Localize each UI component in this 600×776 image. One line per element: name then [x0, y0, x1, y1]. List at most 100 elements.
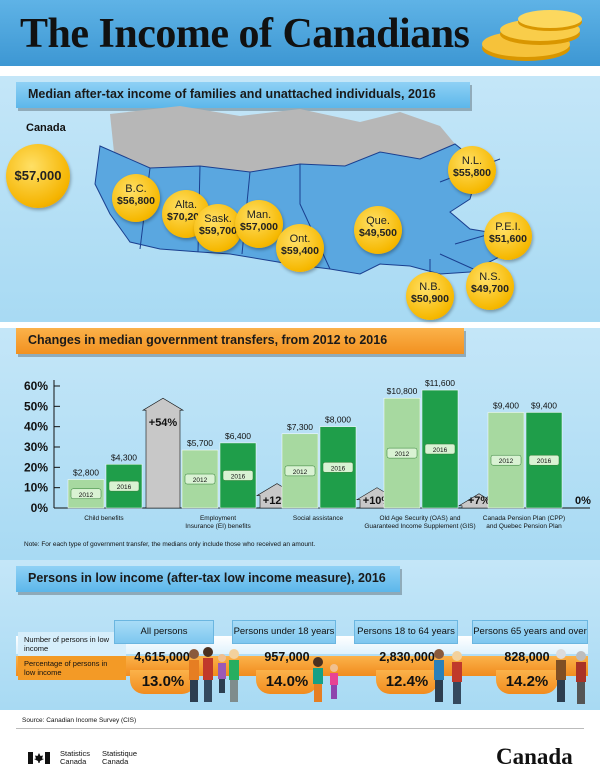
province-name: Alta.: [174, 199, 197, 211]
year-tag-2012: [386, 447, 418, 459]
section-income-title: Median after-tax income of families and …: [28, 87, 436, 101]
y-tick-label: 40%: [24, 420, 48, 434]
province-name: Sask.: [204, 213, 232, 225]
province-name: N.B.: [419, 281, 441, 293]
y-tick-label: 20%: [24, 460, 48, 474]
people-group-adults-icon: [434, 649, 462, 704]
year-tag-label: 2012: [193, 477, 208, 484]
year-tag-label: 2016: [231, 473, 246, 480]
y-tick-label: 60%: [24, 379, 48, 393]
category-label: Old Age Security (OAS) and: [380, 515, 461, 522]
year-tag-2012: [490, 454, 522, 466]
footer-divider: [16, 728, 584, 729]
year-tag-2012: [284, 465, 316, 477]
change-label: +7%: [468, 495, 491, 507]
chart-note: Note: For each type of government transf…: [24, 541, 316, 548]
bar-value-label: $11,600: [425, 378, 455, 388]
year-tag-2016: [528, 454, 560, 466]
bar-value-label: $10,800: [387, 386, 418, 396]
category-label: Guaranteed Income Supplement (GIS): [364, 523, 475, 530]
header-banner: The Income of Canadians: [0, 0, 600, 66]
section-transfers-title: Changes in median government transfers, …: [28, 333, 388, 347]
bar-value-label: $4,300: [111, 452, 137, 462]
year-tag-2016: [424, 443, 456, 455]
group-number-65-over: 828,000: [504, 650, 550, 664]
province-coin-sask: Sask. $59,700: [194, 204, 242, 252]
people-group-children-icon: [313, 657, 338, 702]
section-income-title-bar: Median after-tax income of families and …: [16, 82, 470, 108]
province-name: B.C.: [125, 183, 147, 195]
bar-value-label: $2,800: [73, 468, 99, 478]
bar-value-label: $8,000: [325, 415, 351, 425]
province-name: N.L.: [461, 155, 483, 167]
province-value: $50,900: [411, 293, 449, 305]
province-coin-bc: B.C. $56,800: [112, 174, 160, 222]
agency-name-english: Statistics Canada: [60, 749, 91, 766]
province-coin-pei: P.E.I. $51,600: [484, 212, 532, 260]
number-row-label: Number of persons in low income: [18, 632, 126, 656]
province-value: $49,500: [359, 227, 397, 239]
year-tag-2012: [70, 488, 102, 500]
group-number-18-64: 2,830,000: [379, 650, 435, 664]
gold-coins-icon: [482, 10, 582, 61]
bar-value-label: $9,400: [493, 400, 519, 410]
province-coin-man: Man. $57,000: [235, 200, 283, 248]
province-value: $59,700: [199, 225, 237, 237]
change-arrow: [141, 397, 185, 509]
category-label: and Quebec Pension Plan: [486, 523, 562, 530]
y-tick-label: 30%: [24, 440, 48, 454]
year-tag-label: 2012: [293, 469, 308, 476]
group-number-under-18: 957,000: [264, 650, 310, 664]
source-note: Source: Canadian Income Survey (CIS): [22, 717, 137, 724]
group-percent-65-over: 14.2%: [496, 670, 558, 694]
canada-flag-icon: [28, 752, 50, 764]
group-number-all: 4,615,000: [134, 650, 190, 664]
group-percent-18-64: 12.4%: [376, 670, 438, 694]
bar-value-label: $7,300: [287, 422, 313, 432]
category-label: Insurance (EI) benefits: [185, 523, 251, 530]
province-name: P.E.I.: [495, 221, 521, 233]
agency-name-french: Statistique Canada: [102, 749, 138, 766]
canada-label: Canada: [26, 122, 66, 134]
province-name: Ont.: [289, 233, 311, 245]
group-label-18-64: Persons 18 to 64 years: [354, 620, 458, 644]
year-tag-2012: [184, 473, 216, 485]
year-tag-label: 2012: [499, 458, 514, 465]
category-label: Employment: [200, 515, 236, 522]
change-label: 0%: [575, 495, 591, 507]
province-value: $51,600: [489, 233, 527, 245]
province-value: $57,000: [240, 221, 278, 233]
province-value: $56,800: [117, 195, 155, 207]
year-tag-label: 2012: [395, 451, 410, 458]
year-tag-label: 2016: [433, 447, 448, 454]
percentage-row-label: Percentage of persons in low income: [18, 656, 126, 680]
y-tick-label: 50%: [24, 399, 48, 413]
category-label: Social assistance: [293, 515, 344, 522]
change-label: +54%: [149, 417, 178, 429]
province-name: Que.: [366, 215, 390, 227]
group-percent-all: 13.0%: [130, 670, 196, 694]
y-tick-label: 0%: [31, 501, 49, 515]
people-group-seniors-icon: [556, 649, 586, 704]
section-transfers-title-bar: Changes in median government transfers, …: [16, 328, 464, 354]
province-coin-que: Que. $49,500: [354, 206, 402, 254]
bar-value-label: $5,700: [187, 438, 213, 448]
province-coin-ns: N.S. $49,700: [466, 262, 514, 310]
section-low-income-title-bar: Persons in low income (after-tax low inc…: [16, 566, 400, 592]
province-name: Man.: [246, 209, 272, 221]
province-value: $55,800: [453, 167, 491, 179]
province-coin-ont: Ont. $59,400: [276, 224, 324, 272]
year-tag-2016: [322, 462, 354, 473]
group-label-all: All persons: [114, 620, 214, 644]
y-tick-label: 10%: [24, 481, 48, 495]
transfers-chart: 0% 10% 20% 30% 40% 50% 60% $2,800 $4,300 2012 2016…: [24, 378, 591, 530]
year-tag-label: 2012: [79, 492, 94, 499]
year-tag-label: 2016: [331, 465, 346, 472]
group-label-under-18: Persons under 18 years: [232, 620, 336, 644]
province-name: N.S.: [479, 271, 501, 283]
year-tag-2016: [108, 480, 140, 492]
category-label: Child benefits: [84, 515, 124, 522]
province-coin-nl: N.L. $55,800: [448, 146, 496, 194]
canada-income-value: $57,000: [14, 168, 62, 183]
